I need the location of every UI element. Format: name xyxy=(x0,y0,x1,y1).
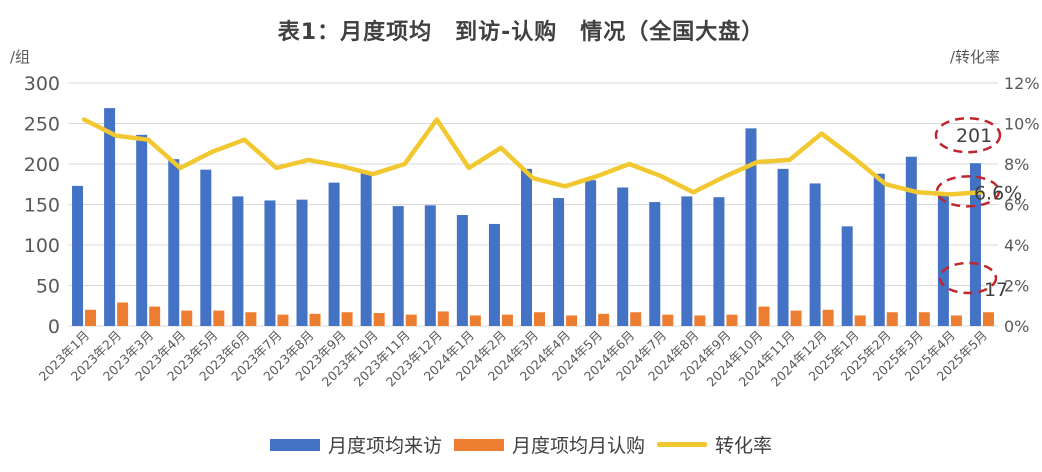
bar-visits xyxy=(969,163,981,326)
conversion-rate-line xyxy=(81,117,985,197)
bar-visits xyxy=(841,226,853,326)
legend-item-visits: 月度项均来访 xyxy=(269,431,442,458)
bar-subscriptions xyxy=(886,312,898,326)
right-axis-unit-label: /转化率 xyxy=(950,48,1001,66)
bar-subscriptions xyxy=(405,314,417,326)
bar-subscriptions xyxy=(950,315,962,326)
y-tick-label: 50 xyxy=(36,276,60,298)
bar-visits xyxy=(72,185,84,326)
bar-subscriptions xyxy=(566,315,578,326)
bar-subscriptions xyxy=(726,314,738,326)
bar-visits xyxy=(200,169,212,326)
bar-visits xyxy=(521,168,532,326)
bar-subscriptions xyxy=(822,309,834,326)
legend-item-conversion-rate: 转化率 xyxy=(657,431,772,458)
legend-label-conversion-rate: 转化率 xyxy=(715,435,773,457)
y2-tick-label: 8% xyxy=(1004,155,1029,174)
legend-swatch-conversion-rate xyxy=(657,442,707,447)
bar-visits xyxy=(905,156,917,326)
bar-subscriptions xyxy=(373,313,385,326)
y-tick-label: 100 xyxy=(24,235,60,257)
bar-subscriptions xyxy=(85,309,97,326)
bar-visits xyxy=(681,196,693,326)
bar-subscriptions xyxy=(790,310,802,326)
bar-subscriptions xyxy=(117,302,129,326)
bar-subscriptions xyxy=(437,311,449,326)
bar-subscriptions xyxy=(598,313,610,326)
bar-subscriptions xyxy=(213,310,225,326)
bar-visits xyxy=(328,182,340,326)
bar-visits xyxy=(553,198,565,326)
bar-visits xyxy=(456,215,468,326)
bar-subscriptions xyxy=(758,306,770,326)
bar-subscriptions xyxy=(630,312,642,326)
bar-subscriptions xyxy=(501,314,513,326)
y-tick-label: 0 xyxy=(48,316,60,338)
bar-visits xyxy=(424,205,436,326)
bar-visits xyxy=(136,134,148,326)
y2-tick-label: 12% xyxy=(1004,74,1040,93)
chart-title: 表1：月度项均 到访-认购 情况（全国大盘） xyxy=(277,20,765,45)
y-tick-label: 200 xyxy=(24,154,60,176)
bar-subscriptions xyxy=(982,312,994,326)
legend-item-subscriptions: 月度项均月认购 xyxy=(453,431,645,458)
legend-swatch-visits xyxy=(269,438,320,451)
callout-subscriptions-ellipse xyxy=(938,261,998,295)
legend-swatch-subscriptions xyxy=(453,438,504,451)
bar-visits xyxy=(809,183,821,326)
y-tick-label: 250 xyxy=(24,114,60,136)
bar-visits xyxy=(296,199,308,326)
chart-legend: 月度项均来访 月度项均月认购 转化率 xyxy=(0,431,1042,458)
callout-rate-ellipse xyxy=(935,175,1001,208)
bar-visits xyxy=(649,202,661,326)
callout-rate-label: 6.6% xyxy=(974,182,1022,204)
bar-visits xyxy=(585,180,597,326)
legend-label-visits: 月度项均来访 xyxy=(327,435,442,457)
y2-tick-label: 6% xyxy=(1004,196,1029,215)
bar-visits xyxy=(360,172,372,326)
bar-visits xyxy=(392,206,404,326)
bar-subscriptions xyxy=(918,312,930,326)
bar-visits xyxy=(873,173,885,326)
bar-subscriptions xyxy=(309,313,321,326)
bar-visits xyxy=(617,187,629,326)
y-tick-label: 300 xyxy=(24,73,60,95)
bar-subscriptions xyxy=(341,312,353,326)
y-tick-label: 150 xyxy=(24,195,60,217)
bar-subscriptions xyxy=(181,310,193,326)
y2-tick-label: 4% xyxy=(1004,236,1029,255)
bar-visits xyxy=(745,128,757,326)
bar-visits xyxy=(232,196,244,326)
callout-visits-label: 201 xyxy=(956,125,992,147)
bar-subscriptions xyxy=(245,312,257,326)
bar-visits xyxy=(104,108,116,326)
bar-subscriptions xyxy=(694,315,706,326)
y2-tick-label: 2% xyxy=(1004,277,1029,296)
bar-visits xyxy=(777,168,789,326)
bar-visits xyxy=(488,223,500,326)
bar-visits xyxy=(264,200,276,326)
bar-visits xyxy=(168,159,180,326)
bar-subscriptions xyxy=(469,315,481,326)
y2-tick-label: 0% xyxy=(1004,317,1029,336)
bar-visits xyxy=(713,197,725,326)
callout-visits-ellipse xyxy=(934,116,1002,154)
bar-subscriptions xyxy=(534,312,545,326)
bar-visits xyxy=(937,193,949,326)
bar-subscriptions xyxy=(854,315,866,326)
bar-subscriptions xyxy=(149,306,161,326)
left-axis-unit-label: /组 xyxy=(10,48,31,66)
callout-subscriptions-label: 17 xyxy=(984,279,1008,301)
legend-label-subscriptions: 月度项均月认购 xyxy=(511,435,645,457)
y2-tick-label: 10% xyxy=(1004,115,1040,134)
bar-subscriptions xyxy=(662,314,674,326)
bar-subscriptions xyxy=(277,314,289,326)
